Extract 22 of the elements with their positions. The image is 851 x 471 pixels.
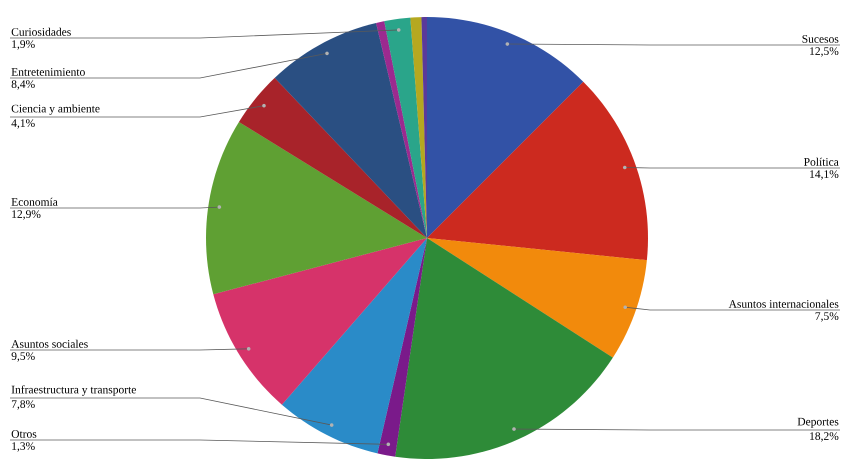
- data-label: 7,5%: [816, 312, 838, 322]
- data-label: 1,9%: [12, 40, 35, 50]
- data-label: 9,5%: [12, 352, 35, 362]
- data-label: 8,4%: [12, 80, 35, 90]
- slice-label: Asuntos internacionales: [728, 300, 838, 308]
- slice-label: Economía: [12, 198, 58, 206]
- slice-label: Política: [804, 158, 839, 166]
- slice-label: Ciencia y ambiente: [12, 104, 100, 115]
- slice-label: Deportes: [798, 418, 838, 428]
- data-label: 12,9%: [12, 210, 41, 220]
- slice-label: Otros: [12, 430, 36, 438]
- slice-label: Entretenimiento: [12, 68, 85, 76]
- slice-label: Infraestructura y transporte: [12, 385, 136, 396]
- slice-label: Asuntos sociales: [11, 340, 88, 348]
- data-label: 4,1%: [11, 119, 35, 129]
- data-label: 14,1%: [810, 170, 838, 180]
- slice-label: Curiosidades: [12, 28, 71, 36]
- data-label: 7,8%: [12, 400, 35, 410]
- data-label: 1,3%: [12, 442, 35, 452]
- slice-label: Sucesos: [802, 35, 838, 43]
- data-label: 12,5%: [810, 47, 838, 57]
- data-label: 18,2%: [810, 432, 838, 442]
